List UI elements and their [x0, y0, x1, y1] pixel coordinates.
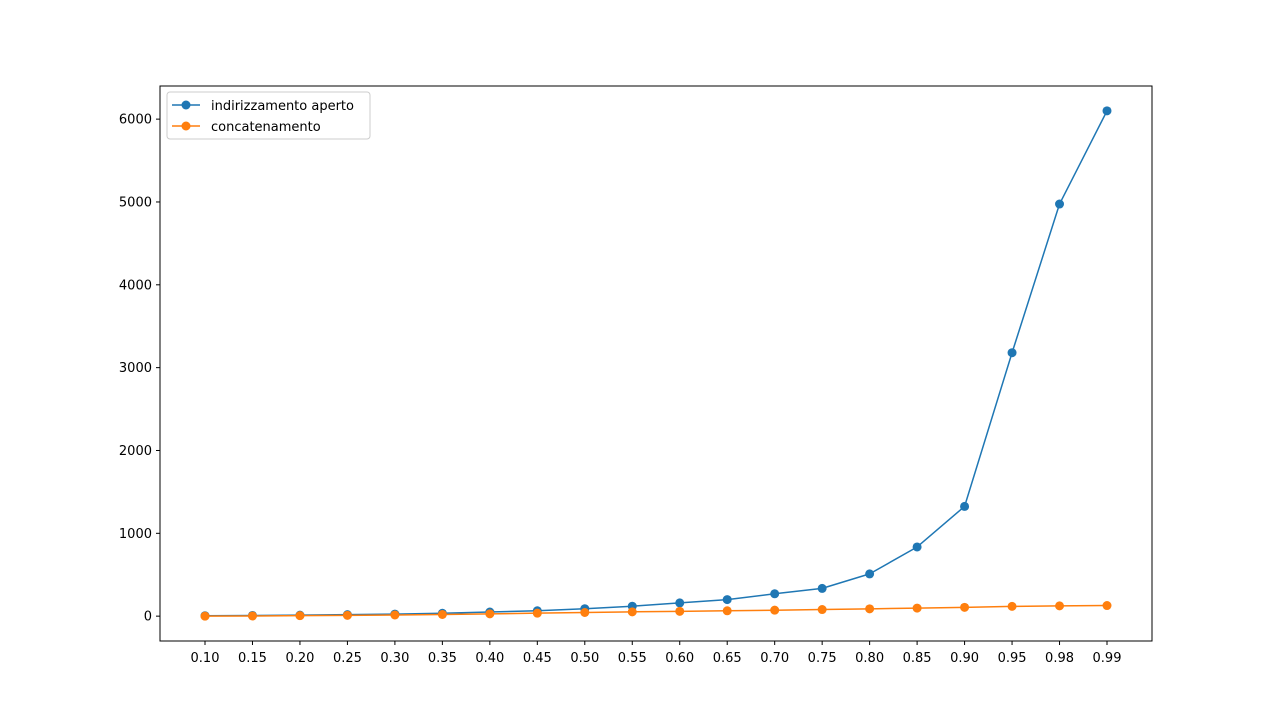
data-point-concatenamento — [532, 608, 542, 618]
x-tick-label: 0.95 — [998, 651, 1027, 666]
y-tick-label: 0 — [144, 610, 152, 625]
series-line-concatenamento — [204, 604, 1108, 617]
y-tick-label: 6000 — [119, 113, 152, 128]
x-axis: 0.10 0.15 0.20 0.25 0.30 0.35 0.40 0.45 0.50 0.55… — [191, 641, 1122, 666]
x-tick-label: 0.50 — [570, 651, 599, 666]
data-point-concatenamento — [675, 606, 685, 616]
x-tick-label: 0.65 — [713, 651, 742, 666]
x-tick-label: 0.70 — [760, 651, 789, 666]
legend-label-concatenamento: concatenamento — [211, 120, 321, 135]
legend-label-indirizzamento: indirizzamento aperto — [211, 99, 354, 114]
series-concatenamento — [200, 601, 1112, 621]
x-tick-label: 0.25 — [333, 651, 362, 666]
data-point-concatenamento — [295, 611, 305, 621]
data-point-indirizzamento-aperto — [1102, 106, 1112, 116]
x-tick-label: 0.40 — [475, 651, 504, 666]
data-point-concatenamento — [865, 604, 875, 614]
data-point-indirizzamento-aperto — [1007, 348, 1017, 358]
y-axis: 0 1000 2000 3000 4000 5000 6000 — [119, 113, 160, 625]
data-point-concatenamento — [770, 605, 780, 615]
x-tick-label: 0.99 — [1093, 651, 1122, 666]
x-tick-label: 0.80 — [855, 651, 884, 666]
data-point-concatenamento — [200, 611, 210, 621]
data-point-concatenamento — [390, 610, 400, 620]
data-point-indirizzamento-aperto — [675, 598, 685, 608]
data-point-concatenamento — [580, 608, 590, 618]
x-tick-label: 0.35 — [428, 651, 457, 666]
x-tick-label: 0.45 — [523, 651, 552, 666]
x-tick-label: 0.75 — [808, 651, 837, 666]
x-tick-label: 0.15 — [238, 651, 267, 666]
legend-box — [166, 91, 371, 140]
data-point-concatenamento — [960, 602, 970, 612]
data-point-concatenamento — [485, 609, 495, 619]
x-tick-label: 0.55 — [618, 651, 647, 666]
y-tick-label: 3000 — [119, 361, 152, 376]
data-point-indirizzamento-aperto — [912, 542, 922, 552]
data-point-concatenamento — [1102, 601, 1112, 611]
data-point-indirizzamento-aperto — [770, 589, 780, 599]
data-point-concatenamento — [912, 603, 922, 613]
legend-marker-indirizzamento — [181, 100, 191, 110]
y-tick-label: 1000 — [119, 527, 152, 542]
data-point-indirizzamento-aperto — [865, 569, 875, 579]
x-tick-label: 0.60 — [665, 651, 694, 666]
data-point-concatenamento — [437, 609, 447, 619]
x-tick-label: 0.85 — [903, 651, 932, 666]
plot-area — [200, 106, 1112, 621]
axes-frame — [159, 85, 1153, 642]
y-tick-label: 4000 — [119, 278, 152, 293]
data-point-concatenamento — [247, 611, 257, 621]
data-point-concatenamento — [817, 605, 827, 615]
legend-marker-concatenamento — [181, 121, 191, 131]
x-tick-label: 0.30 — [380, 651, 409, 666]
data-point-indirizzamento-aperto — [817, 583, 827, 593]
x-tick-label: 0.90 — [950, 651, 979, 666]
data-point-concatenamento — [1007, 601, 1017, 611]
data-point-concatenamento — [627, 607, 637, 617]
x-tick-label: 0.20 — [285, 651, 314, 666]
data-point-indirizzamento-aperto — [1055, 199, 1065, 209]
data-point-indirizzamento-aperto — [960, 501, 970, 511]
x-tick-label: 0.98 — [1045, 651, 1074, 666]
data-point-concatenamento — [722, 606, 732, 616]
data-point-concatenamento — [1055, 601, 1065, 611]
legend: indirizzamento aperto concatenamento — [166, 91, 371, 140]
y-tick-label: 5000 — [119, 195, 152, 210]
y-tick-label: 2000 — [119, 444, 152, 459]
x-tick-label: 0.10 — [191, 651, 220, 666]
data-point-concatenamento — [342, 610, 352, 620]
data-point-indirizzamento-aperto — [722, 595, 732, 605]
